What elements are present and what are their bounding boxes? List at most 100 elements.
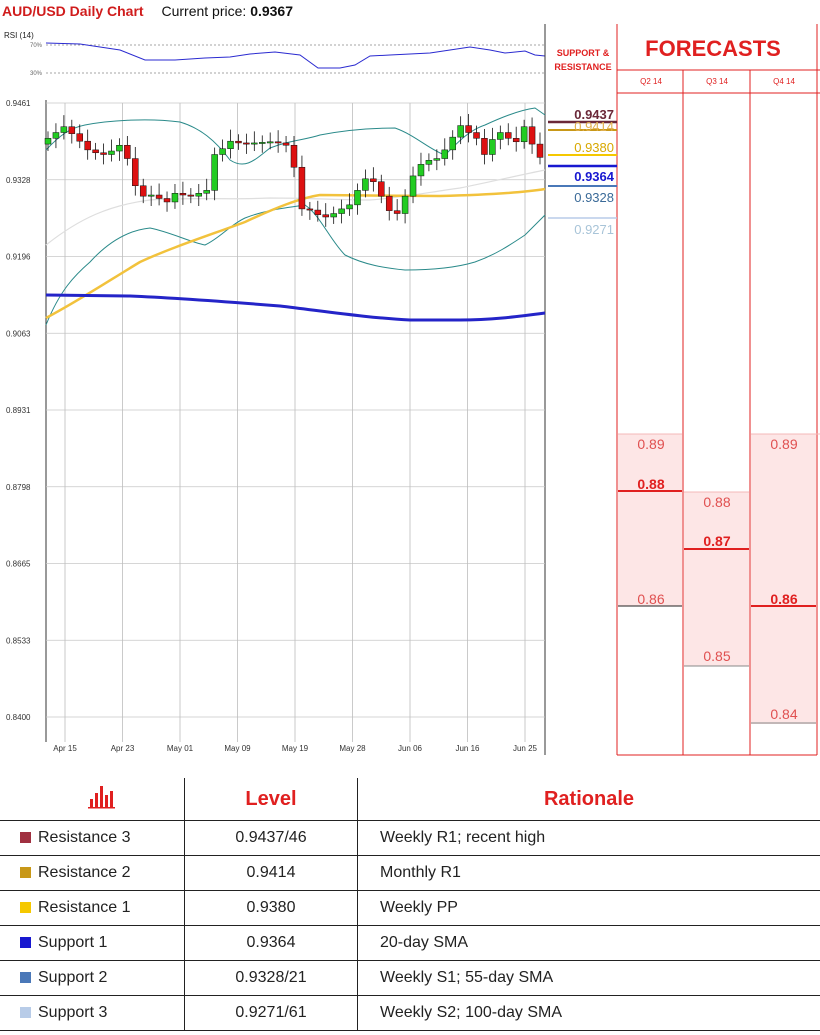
x-tick-label: May 28 <box>339 744 366 753</box>
row-name-cell: Support 1 <box>0 925 185 961</box>
candle-body <box>124 144 131 159</box>
candle <box>497 125 504 150</box>
candle-body <box>441 149 449 159</box>
row-name: Support 2 <box>38 969 108 986</box>
candle-body <box>409 175 417 197</box>
y-tick-label: 0.8400 <box>6 713 31 722</box>
candle <box>251 131 258 152</box>
legend-swatch <box>20 972 31 984</box>
row-rationale: Weekly R1; recent high <box>357 820 820 856</box>
y-tick-label: 0.8931 <box>6 406 31 415</box>
candle <box>393 199 401 221</box>
candle <box>259 135 266 153</box>
candle-body <box>60 126 68 133</box>
candle <box>44 131 52 152</box>
support-3-value: 0.9271 <box>574 222 614 237</box>
x-tick-label: May 01 <box>167 744 194 753</box>
q4-forecast-range <box>751 434 816 724</box>
forecasts-panel: FORECASTS Q2 14 Q3 14 Q4 14 0.89 0.88 0.… <box>617 24 820 756</box>
candle-body <box>147 194 155 197</box>
candle-body <box>211 154 218 191</box>
candles <box>44 113 544 227</box>
row-name-cell: Resistance 1 <box>0 890 185 926</box>
candle-body <box>346 204 353 210</box>
y-tick-label: 0.8533 <box>6 636 31 645</box>
candle <box>489 127 496 162</box>
horizontal-grid <box>46 102 545 718</box>
candle-body <box>362 178 369 191</box>
price-panel: 0.9461 0.9328 0.9196 0.9063 0.8931 0.8798 0.86… <box>6 24 546 755</box>
candle-body <box>100 152 107 155</box>
q2-mid-value: 0.88 <box>637 476 664 492</box>
support-2-value: 0.9328 <box>574 190 614 205</box>
q3-mid-value: 0.87 <box>703 533 730 549</box>
candle-body <box>520 126 528 143</box>
candle <box>92 142 99 160</box>
row-rationale: Weekly S2; 100-day SMA <box>357 995 820 1031</box>
candle-body <box>235 140 242 144</box>
candle <box>155 183 163 206</box>
candle-body <box>266 141 274 144</box>
rsi-line <box>45 42 546 69</box>
candle <box>163 191 171 212</box>
candle-body <box>290 144 298 168</box>
candle <box>195 184 203 207</box>
candle-body <box>338 208 345 214</box>
candle <box>449 130 456 160</box>
candle <box>84 129 91 160</box>
legend-swatch <box>20 867 31 879</box>
candle <box>528 117 536 154</box>
candle-body <box>259 142 266 144</box>
candle <box>60 115 68 140</box>
candle <box>306 201 314 220</box>
candle-body <box>179 193 187 196</box>
candle <box>505 123 512 146</box>
row-name-cell: Support 2 <box>0 960 185 996</box>
table-row: Support 3 0.9271/61 Weekly S2; 100-day SMA <box>0 995 820 1031</box>
candle <box>187 188 195 204</box>
rationale-header: Rationale <box>357 778 820 821</box>
x-tick-label: Jun 16 <box>455 744 480 753</box>
candle <box>425 153 433 172</box>
x-tick-label: May 09 <box>224 744 251 753</box>
quarter-q4: Q4 14 <box>773 77 795 86</box>
row-level: 0.9328/21 <box>184 960 358 996</box>
candle-body <box>378 181 385 197</box>
price-label: Current price: <box>161 3 247 19</box>
q3-high-value: 0.88 <box>703 494 730 510</box>
candle-body <box>163 198 171 203</box>
candle <box>417 152 425 186</box>
candle-body <box>314 209 322 215</box>
table-header-row: Level Rationale <box>0 778 820 821</box>
chart-title: AUD/USD Daily Chart <box>2 3 144 19</box>
candle-body <box>330 213 337 218</box>
y-tick-label: 0.9461 <box>6 99 31 108</box>
candle <box>100 143 107 165</box>
candle-body <box>116 144 123 152</box>
x-tick-label: Apr 15 <box>53 744 77 753</box>
row-level: 0.9380 <box>184 890 358 926</box>
candle <box>512 126 520 152</box>
candle-body <box>465 125 472 133</box>
candle-body <box>76 133 83 142</box>
q2-low-value: 0.86 <box>637 591 664 607</box>
resistance-1-value: 0.9380 <box>574 140 614 155</box>
row-rationale: 20-day SMA <box>357 925 820 961</box>
candle-body <box>84 140 91 151</box>
candle <box>116 138 123 161</box>
row-name: Support 3 <box>38 1004 108 1021</box>
x-tick-labels: Apr 15 Apr 23 May 01 May 09 May 19 May 28 Jun … <box>53 744 537 753</box>
candle-body <box>306 208 314 211</box>
table-row: Support 1 0.9364 20-day SMA <box>0 925 820 961</box>
legend-swatch <box>20 1007 31 1019</box>
candle <box>378 174 385 204</box>
candle-body <box>155 194 163 199</box>
x-tick-label: Jun 25 <box>513 744 538 753</box>
q3-forecast-range <box>684 492 749 666</box>
quarter-q3: Q3 14 <box>706 77 728 86</box>
x-tick-label: Jun 06 <box>398 744 423 753</box>
candle <box>147 185 155 207</box>
candle-body <box>401 195 409 214</box>
candle-body <box>108 150 115 155</box>
rsi-label: RSI (14) <box>4 31 34 40</box>
